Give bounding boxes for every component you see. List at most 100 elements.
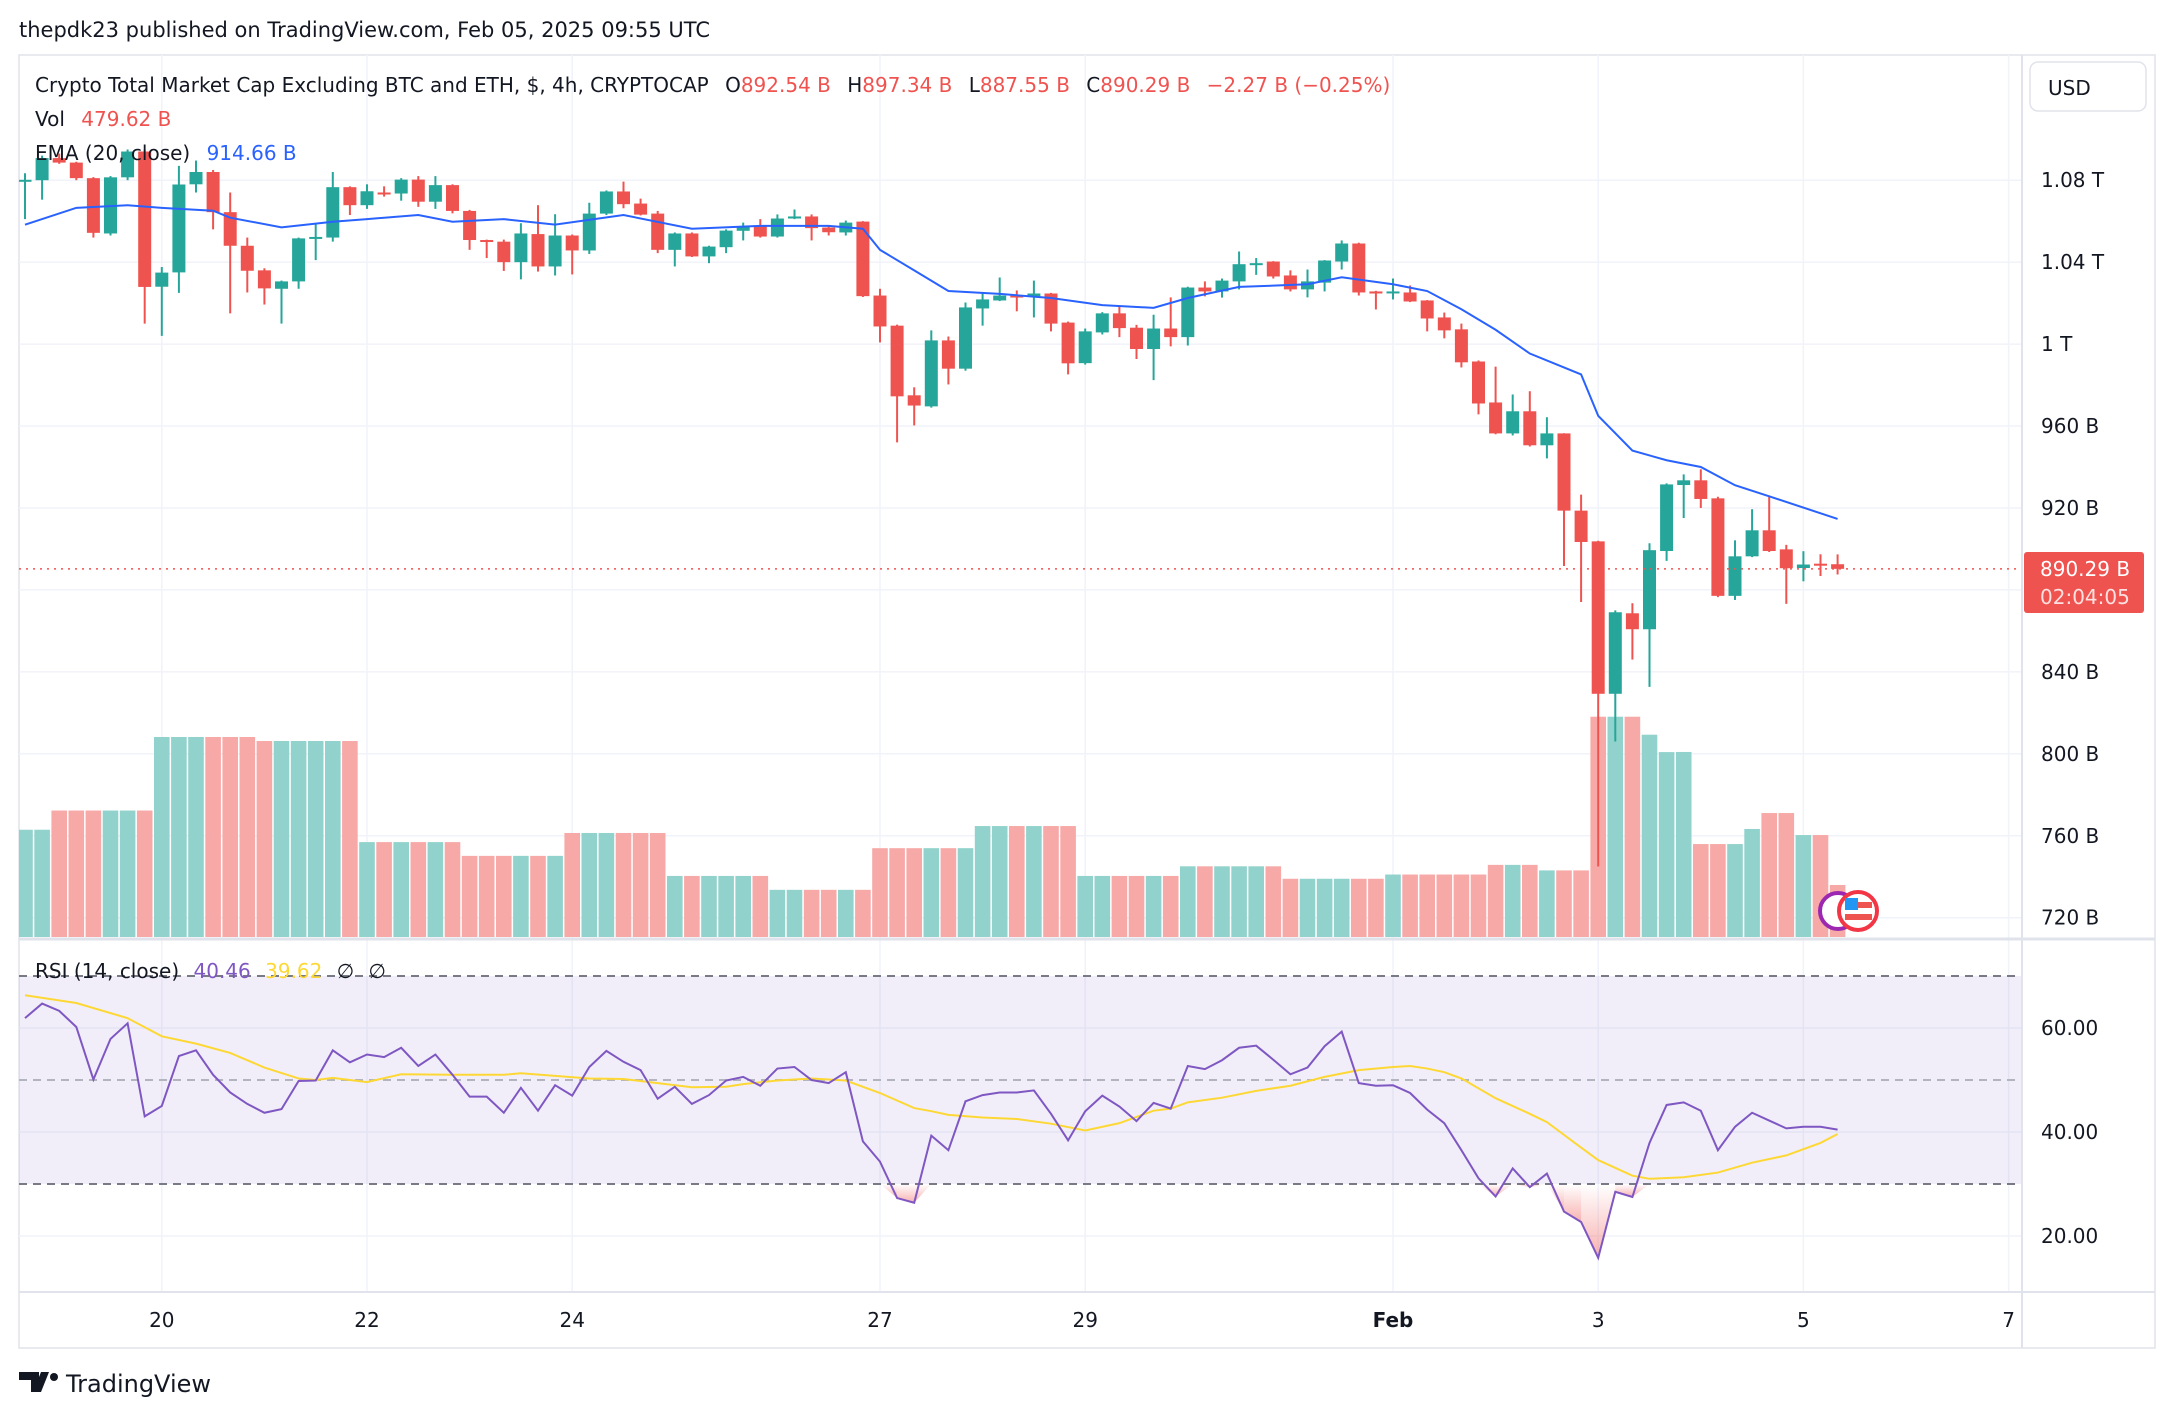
volume-bar — [1727, 844, 1743, 937]
volume-bar — [1470, 874, 1487, 937]
candle-body — [1283, 275, 1297, 290]
volume-bar — [513, 855, 529, 937]
volume-bar — [838, 889, 854, 937]
volume-bar — [1556, 870, 1572, 937]
volume-bar — [1214, 866, 1230, 937]
candle-body — [719, 230, 733, 248]
candle-body — [1831, 564, 1845, 569]
tradingview-logo[interactable]: TradingView — [19, 1370, 211, 1398]
change-value: −2.27 B (−0.25%) — [1207, 73, 1391, 97]
candle-body — [822, 227, 836, 233]
publisher-line: thepdk23 published on TradingView.com, F… — [19, 18, 710, 42]
rsi-oversold-fill — [1581, 1184, 1599, 1258]
candle-body — [1796, 564, 1810, 568]
volume-bar — [530, 855, 546, 937]
close-label: C — [1086, 73, 1100, 97]
price-axis[interactable]: 1.08 T 1.04 T 1 T 960 B 920 B 840 B 800 B 760 B… — [2041, 168, 2105, 929]
candle-body — [941, 340, 955, 369]
candle-body — [1814, 563, 1827, 566]
volume-bar — [1607, 716, 1624, 937]
volume-bar — [427, 842, 444, 937]
candle-body — [309, 236, 323, 239]
volume-bar — [1094, 875, 1111, 937]
candle-body — [1266, 261, 1280, 277]
candle-body — [394, 179, 408, 194]
volume-bar — [290, 741, 307, 937]
candle-body — [770, 218, 784, 237]
candle-body — [1386, 291, 1400, 294]
price-tick-label: 920 B — [2041, 496, 2099, 520]
candle-body — [189, 172, 203, 185]
low-label: L — [969, 73, 981, 97]
candle-body — [428, 185, 442, 202]
rsi-oversold-fill — [1615, 1184, 1633, 1197]
volume-bar — [667, 875, 683, 937]
volume-bar — [1693, 844, 1709, 937]
volume-bar — [1744, 828, 1760, 937]
candle-body — [753, 226, 767, 237]
volume-bar — [769, 889, 786, 937]
volume-bar — [1351, 878, 1367, 937]
currency-label: USD — [2048, 76, 2091, 100]
currency-button[interactable]: USD — [2029, 61, 2147, 112]
candle-body — [1454, 329, 1468, 363]
main-legend: Crypto Total Market Cap Excluding BTC an… — [35, 73, 1390, 165]
volume-bar — [649, 832, 666, 937]
volume-series — [19, 716, 1846, 937]
rsi-legend[interactable]: RSI (14, close) 40.46 39.62 ∅ ∅ — [35, 959, 386, 983]
candle-body — [1010, 295, 1024, 298]
volume-bar — [102, 810, 119, 937]
candle-body — [959, 307, 972, 369]
volume-bar — [444, 842, 461, 937]
volume-bar — [752, 875, 769, 937]
candle-body — [634, 203, 648, 215]
candle-body — [1472, 361, 1485, 404]
volume-bar — [701, 875, 717, 937]
low-value: 887.55 B — [980, 73, 1070, 97]
volume-bar — [632, 832, 649, 937]
volume-bar — [1675, 751, 1692, 937]
time-tick-label: 3 — [1592, 1308, 1605, 1332]
volume-bar — [1128, 875, 1145, 937]
candle-body — [856, 221, 870, 297]
volume-bar — [85, 810, 102, 937]
candle-body — [668, 233, 682, 250]
candle-body — [736, 226, 750, 231]
candle-body — [1198, 287, 1212, 292]
symbol-legend[interactable]: Crypto Total Market Cap Excluding BTC an… — [35, 73, 1390, 97]
candle-body — [326, 187, 340, 238]
volume-bar — [273, 741, 290, 937]
volume-bar — [1710, 844, 1726, 937]
volume-bar — [171, 737, 187, 937]
candle-body — [1318, 260, 1332, 283]
volume-bar — [393, 842, 409, 937]
candle-body — [206, 172, 220, 213]
high-value: 897.34 B — [862, 73, 952, 97]
candle-body — [377, 192, 391, 195]
candle-body — [257, 270, 271, 289]
candle-body — [1489, 402, 1503, 434]
volume-bar — [923, 848, 940, 937]
rsi-axis[interactable]: 60.00 40.00 20.00 — [2041, 1016, 2098, 1248]
candle-body — [463, 210, 477, 241]
ema-legend[interactable]: EMA (20, close) 914.66 B — [35, 141, 297, 165]
volume-label: Vol — [35, 107, 65, 131]
volume-bar — [1299, 878, 1316, 937]
candle-body — [685, 233, 699, 257]
volume-bar — [581, 832, 598, 937]
rsi-oversold-fill — [1546, 1184, 1564, 1212]
event-markers[interactable] — [1818, 890, 1879, 932]
rsi-extra-1: ∅ — [337, 959, 354, 983]
ema-label: EMA (20, close) — [35, 141, 190, 165]
rsi-oversold-fill — [1478, 1184, 1496, 1197]
candle-body — [1762, 530, 1776, 551]
time-tick-label: 27 — [867, 1308, 892, 1332]
volume-legend[interactable]: Vol 479.62 B — [35, 107, 171, 131]
volume-bar — [1419, 874, 1435, 937]
time-axis[interactable]: 20 22 24 27 29 Feb 3 5 7 — [149, 1308, 2015, 1332]
open-value: 892.54 B — [741, 73, 831, 97]
candle-body — [69, 162, 83, 179]
volume-bar — [598, 832, 615, 937]
candle-body — [292, 238, 306, 282]
